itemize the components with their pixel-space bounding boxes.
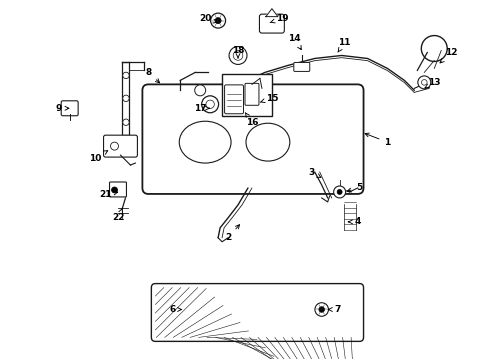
FancyBboxPatch shape	[224, 85, 244, 114]
Text: 8: 8	[145, 68, 160, 83]
Text: 11: 11	[338, 38, 351, 52]
Text: 21: 21	[99, 190, 118, 199]
Circle shape	[111, 142, 119, 150]
Circle shape	[315, 303, 328, 316]
Ellipse shape	[246, 123, 290, 161]
FancyBboxPatch shape	[151, 284, 364, 341]
Polygon shape	[266, 9, 278, 17]
Text: 1: 1	[365, 133, 391, 147]
Ellipse shape	[179, 121, 231, 163]
Circle shape	[337, 189, 342, 194]
Circle shape	[215, 18, 221, 24]
Circle shape	[123, 119, 129, 125]
Text: 22: 22	[112, 208, 125, 222]
Bar	[222, 75, 272, 116]
FancyBboxPatch shape	[103, 135, 137, 157]
Text: 12: 12	[440, 48, 458, 63]
Text: 2: 2	[225, 225, 240, 242]
Text: 19: 19	[270, 14, 288, 23]
FancyBboxPatch shape	[110, 182, 126, 197]
Text: 6: 6	[169, 305, 181, 314]
Text: 15: 15	[260, 94, 278, 103]
Circle shape	[334, 186, 345, 198]
Circle shape	[206, 100, 214, 108]
Circle shape	[202, 96, 219, 113]
Text: 17: 17	[194, 104, 209, 113]
FancyBboxPatch shape	[259, 14, 284, 33]
Text: 10: 10	[89, 150, 108, 163]
Text: 7: 7	[328, 305, 341, 314]
Text: 18: 18	[232, 46, 245, 58]
Circle shape	[211, 13, 225, 28]
FancyBboxPatch shape	[61, 101, 78, 116]
Circle shape	[112, 187, 118, 193]
FancyBboxPatch shape	[245, 84, 259, 105]
Text: 4: 4	[348, 217, 361, 226]
Circle shape	[233, 51, 243, 60]
Text: 16: 16	[245, 113, 258, 127]
Circle shape	[195, 85, 206, 96]
Circle shape	[421, 36, 447, 62]
FancyBboxPatch shape	[294, 62, 310, 71]
FancyBboxPatch shape	[143, 84, 364, 194]
Text: 14: 14	[289, 34, 301, 50]
Circle shape	[229, 46, 247, 64]
Text: 13: 13	[425, 78, 441, 88]
Text: 20: 20	[199, 14, 217, 23]
Circle shape	[319, 307, 324, 312]
Circle shape	[421, 80, 427, 85]
Text: 5: 5	[347, 184, 363, 193]
Text: 9: 9	[55, 104, 69, 113]
Circle shape	[123, 72, 129, 78]
Text: 3: 3	[309, 167, 321, 177]
Circle shape	[123, 95, 129, 102]
Circle shape	[418, 76, 431, 89]
